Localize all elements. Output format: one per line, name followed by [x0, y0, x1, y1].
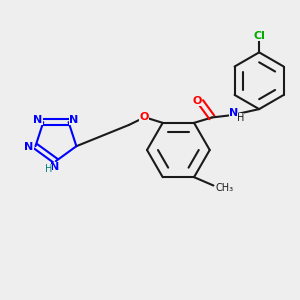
Text: N: N: [50, 162, 59, 172]
Text: N: N: [229, 108, 238, 118]
Text: Cl: Cl: [253, 31, 265, 41]
Text: N: N: [69, 116, 79, 125]
Text: O: O: [140, 112, 149, 122]
Text: H: H: [237, 113, 244, 123]
Text: CH₃: CH₃: [216, 183, 234, 193]
Text: H: H: [45, 164, 52, 173]
Text: N: N: [33, 116, 43, 125]
Text: N: N: [24, 142, 34, 152]
Text: O: O: [192, 96, 202, 106]
